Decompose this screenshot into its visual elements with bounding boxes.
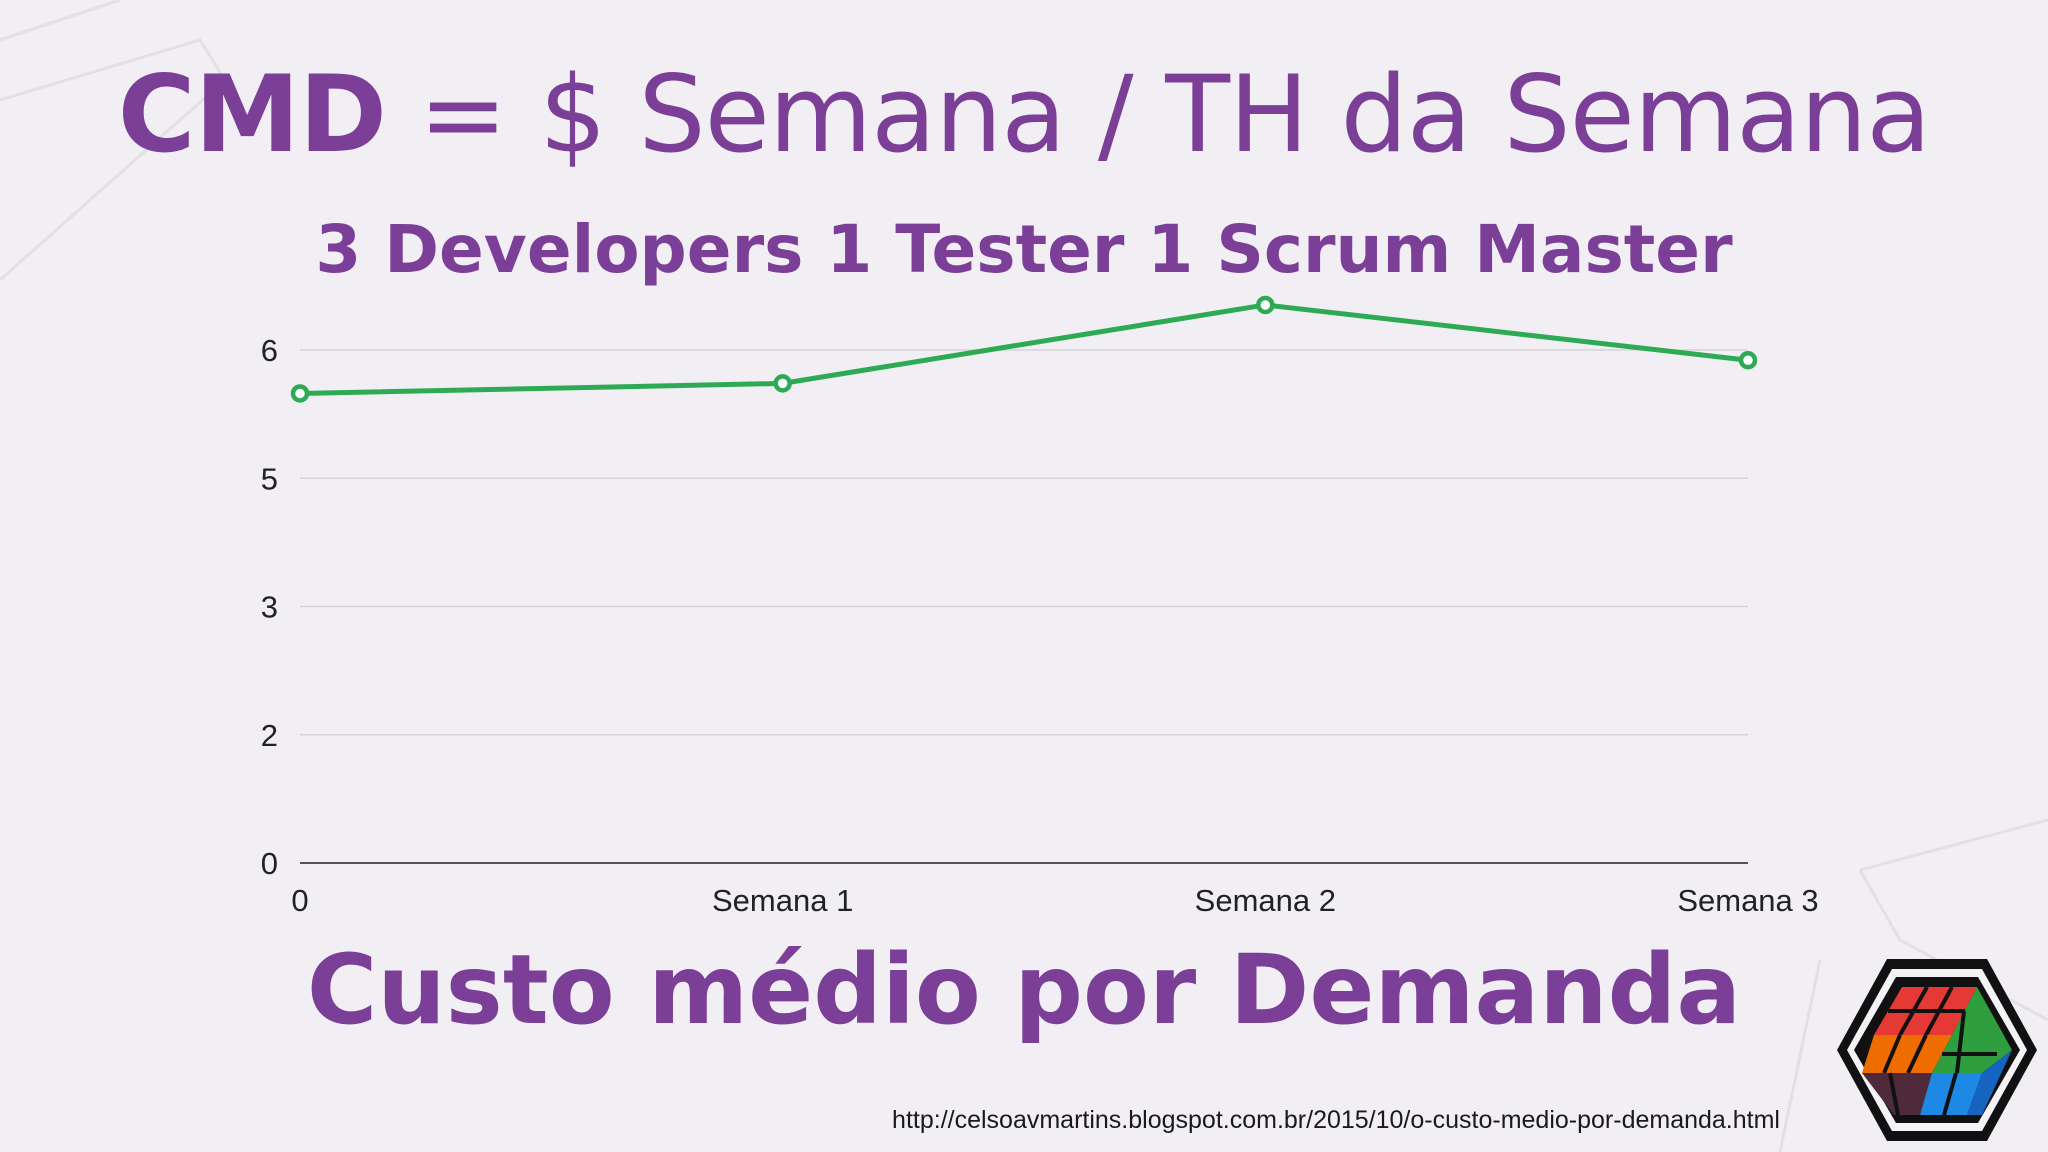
- headline-formula: = $ Semana / TH da Semana: [386, 53, 1932, 176]
- y-tick-label: 6: [261, 333, 278, 368]
- x-tick-label: Semana 2: [1195, 883, 1336, 918]
- x-tick-label: 0: [291, 883, 308, 918]
- cube-hexagon-logo-icon: [1837, 959, 2037, 1141]
- data-point: [290, 384, 310, 403]
- headline-acronym: CMD: [117, 53, 387, 176]
- formula-headline: CMD = $ Semana / TH da Semana: [0, 50, 2048, 180]
- y-tick-label: 0: [261, 846, 278, 881]
- team-subtitle: 3 Developers 1 Tester 1 Scrum Master: [315, 211, 1733, 288]
- series-line: [299, 302, 1749, 396]
- y-tick-label: 2: [261, 718, 278, 753]
- data-point: [773, 374, 792, 393]
- data-point: [1256, 295, 1275, 315]
- x-tick-label: Semana 3: [1677, 883, 1818, 918]
- data-point: [1738, 351, 1758, 370]
- y-tick-label: 5: [261, 461, 278, 496]
- source-url[interactable]: http://celsoavmartins.blogspot.com.br/20…: [892, 1106, 1780, 1134]
- chart-title: Custo médio por Demanda: [306, 934, 1742, 1046]
- y-tick-label: 3: [261, 590, 278, 625]
- x-tick-label: Semana 1: [712, 883, 853, 918]
